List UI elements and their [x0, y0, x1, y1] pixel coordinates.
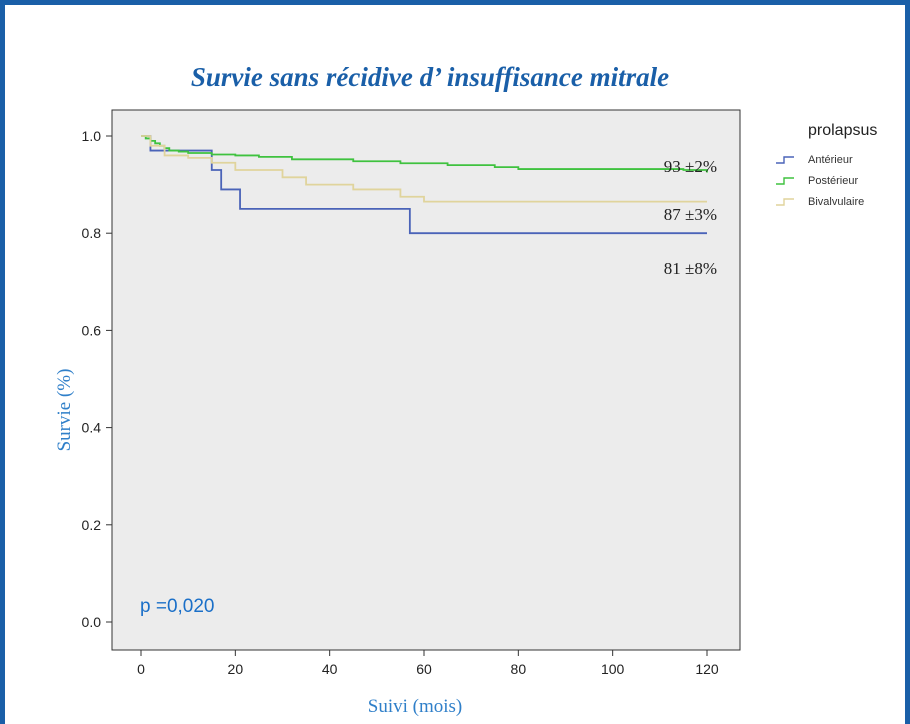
legend-label-anterieur: Antérieur	[808, 154, 853, 166]
survival-curves	[141, 135, 708, 235]
y-tick-label-3: 0.6	[82, 322, 102, 338]
x-tick-label-2: 40	[322, 661, 338, 677]
y-axis-label: Survie (%)	[54, 369, 75, 452]
x-tick-label-6: 120	[695, 661, 719, 677]
legend-symbol-bivalvulaire	[776, 198, 794, 206]
y-tick-label-4: 0.8	[82, 225, 102, 241]
legend: prolapsus Antérieur Postérieur Bivalvulair…	[776, 122, 877, 208]
chart-title: Survie sans récidive d’ insuffisance mit…	[191, 62, 669, 92]
axes-ticks: 0 20 40 60 80 100 120 0.0 0.2 0.4 0.6 0.8 1.0	[82, 128, 719, 677]
curve-anterieur	[141, 135, 707, 235]
legend-label-bivalvulaire: Bivalvulaire	[808, 196, 864, 208]
y-tick-label-1: 0.2	[82, 517, 102, 533]
legend-symbol-posterieur	[776, 177, 794, 185]
legend-symbol-anterieur	[776, 156, 794, 164]
x-tick-label-4: 80	[511, 661, 527, 677]
x-axis-label: Suivi (mois)	[368, 696, 462, 717]
annotation-bivalvulaire: 87 ±3%	[664, 205, 717, 224]
x-tick-label-0: 0	[137, 661, 145, 677]
legend-title: prolapsus	[808, 122, 877, 139]
plot-area	[111, 109, 741, 651]
y-tick-label-5: 1.0	[82, 128, 102, 144]
curve-bivalvulaire	[141, 135, 707, 203]
annotation-posterieur: 93 ±2%	[664, 157, 717, 176]
legend-label-posterieur: Postérieur	[808, 175, 858, 187]
curve-posterieur	[141, 135, 708, 173]
annotation-anterieur: 81 ±8%	[664, 259, 717, 278]
x-tick-label-3: 60	[416, 661, 432, 677]
y-tick-label-2: 0.4	[82, 420, 102, 436]
p-value-label: p =0,020	[140, 596, 215, 617]
x-tick-label-1: 20	[228, 661, 244, 677]
x-tick-label-5: 100	[601, 661, 625, 677]
y-tick-label-0: 0.0	[82, 614, 102, 630]
